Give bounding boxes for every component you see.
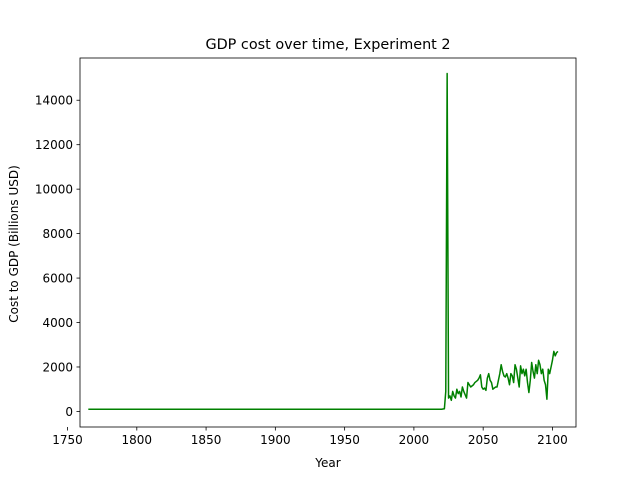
axes-frame [79,57,577,428]
y-tick-label: 2000 [42,360,73,374]
x-tick-label: 2000 [399,433,430,447]
y-tick-label: 10000 [35,183,73,197]
plot-area [79,57,577,428]
y-tick-label: 14000 [35,94,73,108]
x-axis: 1750 1800 1850 1900 1950 2000 2050 2100 [52,427,568,447]
x-tick-label: 1950 [329,433,360,447]
y-tick-label: 0 [65,405,73,419]
x-tick-label: 1850 [191,433,222,447]
x-tick-label: 1800 [122,433,153,447]
series-line-0 [88,72,559,410]
chart-title: GDP cost over time, Experiment 2 [205,37,450,53]
x-tick-label: 1750 [52,433,83,447]
y-axis: 0 2000 4000 6000 8000 10000 12000 14000 [35,94,80,419]
y-tick-label: 12000 [35,138,73,152]
x-tick-label: 2100 [537,433,568,447]
y-tick-label: 6000 [42,272,73,286]
x-axis-label: Year [314,456,340,470]
y-axis-label: Cost to GDP (Billions USD) [7,165,21,323]
x-tick-label: 2050 [468,433,499,447]
x-tick-label: 1900 [260,433,291,447]
y-tick-label: 4000 [42,316,73,330]
y-tick-label: 8000 [42,227,73,241]
